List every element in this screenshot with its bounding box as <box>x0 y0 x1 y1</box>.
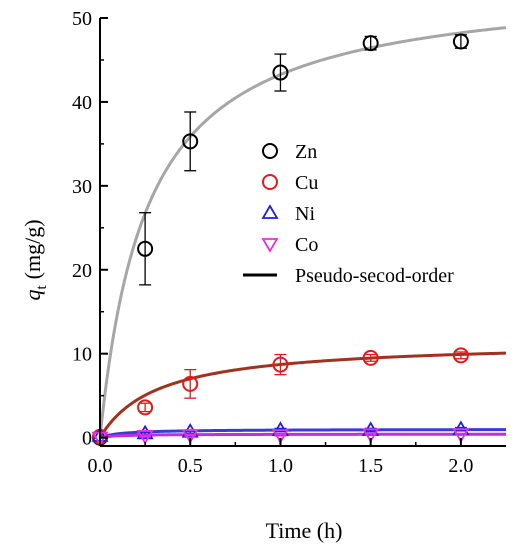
x-tick-label: 0.5 <box>178 455 203 477</box>
legend-marker-zn <box>262 143 278 159</box>
point-co <box>181 429 199 444</box>
x-tick-label: 1.0 <box>268 455 293 477</box>
point-cu <box>272 356 289 373</box>
y-axis-title-sub: t <box>34 285 50 290</box>
point-zn <box>272 64 289 81</box>
y-tick-label: 0 <box>82 428 92 450</box>
y-axis-title-main: q <box>20 290 45 301</box>
legend-marker-cu <box>262 174 278 190</box>
y-tick-label: 30 <box>72 176 92 198</box>
y-axis-title-unit: (mg/g) <box>20 219 45 279</box>
x-tick-label: 1.5 <box>358 455 383 477</box>
y-axis-title: qt (mg/g) <box>20 219 50 300</box>
point-zn <box>182 133 199 150</box>
point-cu <box>137 399 154 416</box>
point-zn <box>362 35 379 52</box>
legend-label-co: Co <box>295 234 318 256</box>
y-tick-label: 40 <box>72 92 92 114</box>
legend-label-pseudo-secod-order: Pseudo-secod-order <box>295 265 454 287</box>
legend-marker-ni <box>261 204 279 219</box>
fit-curve-co <box>99 432 506 440</box>
legend-label-zn: Zn <box>295 141 317 163</box>
axes: 0.0 0.5 1.0 1.5 2.0 0 10 20 30 40 50 <box>72 8 506 477</box>
legend-label-ni: Ni <box>295 203 315 225</box>
legend: Zn Cu Ni Co Pseudo-secod-order <box>243 141 454 287</box>
point-cu <box>362 349 379 366</box>
svg-text:qt(mg/g): qt (mg/g) <box>20 219 50 300</box>
x-tick-label: 0.0 <box>88 455 113 477</box>
x-axis-title: Time (h) <box>266 518 343 543</box>
point-cu <box>182 375 199 392</box>
fit-curve-ni <box>99 428 506 440</box>
point-co <box>362 428 380 444</box>
y-tick-label: 20 <box>72 260 92 282</box>
point-co <box>136 430 154 445</box>
y-tick-label: 10 <box>72 344 92 366</box>
point-cu <box>452 347 469 364</box>
legend-label-cu: Cu <box>295 172 318 194</box>
fit-curve-zn <box>98 26 507 438</box>
point-co <box>271 429 290 444</box>
point-ni <box>136 424 154 440</box>
legend-marker-co <box>261 238 279 253</box>
fit-curve-cu <box>98 351 507 439</box>
point-zn <box>137 240 154 257</box>
y-tick-label: 50 <box>72 8 92 30</box>
x-tick-label: 2.0 <box>448 455 473 477</box>
point-zn <box>452 33 469 50</box>
point-co <box>452 428 470 444</box>
